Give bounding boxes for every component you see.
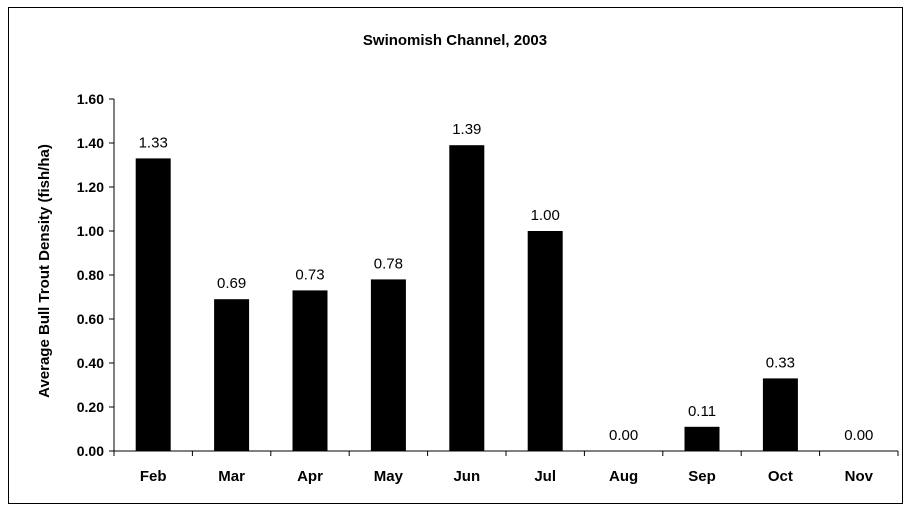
x-tick-label: Jun	[453, 468, 480, 485]
data-label: 1.39	[452, 121, 481, 138]
x-tick-label: Jul	[534, 468, 556, 485]
bar-oct	[762, 378, 798, 451]
data-label: 0.33	[766, 354, 795, 371]
y-tick-label: 1.40	[77, 135, 104, 151]
data-label: 1.00	[531, 207, 560, 224]
bar-feb	[135, 158, 171, 451]
bar-apr	[292, 290, 328, 451]
y-tick-label: 1.20	[77, 179, 104, 195]
data-label: 0.00	[609, 427, 638, 444]
bar-may	[370, 279, 406, 451]
y-tick-label: 0.80	[77, 267, 104, 283]
y-axis-label: Average Bull Trout Density (fish/ha)	[36, 144, 53, 398]
x-tick-label: Feb	[140, 468, 167, 485]
y-tick-label: 0.20	[77, 399, 104, 415]
data-label: 1.33	[139, 134, 168, 151]
y-tick-label: 0.00	[77, 443, 104, 459]
data-label: 0.69	[217, 275, 246, 292]
bar-jul	[527, 231, 563, 451]
x-tick-label: Apr	[297, 468, 323, 485]
chart-title: Swinomish Channel, 2003	[363, 32, 547, 49]
bar-jun	[449, 145, 485, 451]
y-tick-label: 0.40	[77, 355, 104, 371]
x-tick-label: Oct	[768, 468, 793, 485]
bar-mar	[214, 299, 250, 451]
y-tick-label: 1.60	[77, 91, 104, 107]
x-tick-label: Nov	[845, 468, 874, 485]
data-label: 0.11	[688, 403, 716, 420]
x-tick-label: May	[374, 468, 404, 485]
bar-sep	[684, 426, 720, 451]
bars	[135, 145, 798, 451]
data-label: 0.78	[374, 255, 403, 272]
x-tick-label: Sep	[688, 468, 716, 485]
y-tick-label: 0.60	[77, 311, 104, 327]
data-labels: 1.33 0.69 0.73 0.78 1.39 1.00 0.00 0.11 0.33 0.00	[139, 121, 874, 444]
x-tick-label: Mar	[218, 468, 245, 485]
data-label: 0.73	[295, 266, 324, 283]
x-tick-label: Aug	[609, 468, 638, 485]
y-tick-label: 1.00	[77, 223, 104, 239]
data-label: 0.00	[844, 427, 873, 444]
